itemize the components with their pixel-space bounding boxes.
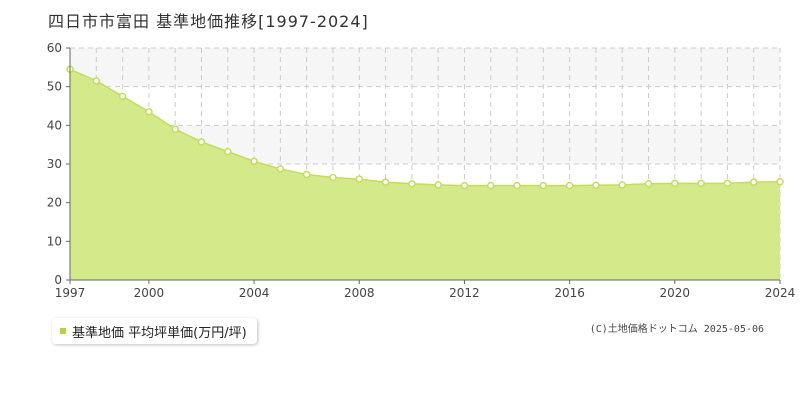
- data-point: [565, 181, 574, 190]
- series-area: [70, 69, 780, 281]
- y-tick-label: 50: [47, 80, 62, 94]
- y-tick-label: 10: [47, 234, 62, 248]
- grid-band: [70, 48, 780, 87]
- x-tick-label: 1997: [55, 286, 86, 300]
- series-line: [69, 68, 781, 187]
- data-point: [408, 179, 416, 188]
- legend-label: 基準地価 平均坪単価(万円/坪): [72, 325, 247, 341]
- x-tick-label: 2012: [449, 286, 480, 300]
- series-layer: [66, 65, 784, 281]
- axes: [66, 47, 781, 284]
- x-tick-label: 2020: [660, 286, 691, 300]
- data-point: [697, 179, 705, 188]
- data-point: [460, 181, 469, 190]
- data-point: [171, 125, 179, 133]
- x-tick-label: 2008: [344, 286, 375, 300]
- y-tick-label: 30: [47, 157, 62, 171]
- data-point: [355, 175, 364, 183]
- x-tick-label: 2024: [765, 286, 796, 300]
- copyright-text: (C)土地価格ドットコム 2025-05-06: [589, 324, 764, 335]
- data-point: [118, 92, 127, 101]
- y-tick-label: 20: [47, 196, 62, 210]
- data-point: [145, 108, 153, 116]
- y-tick-label: 40: [47, 118, 62, 132]
- data-point: [513, 181, 521, 190]
- data-point: [671, 179, 679, 188]
- data-point: [224, 147, 232, 156]
- legend: 基準地価 平均坪単価(万円/坪): [52, 318, 257, 344]
- data-point: [302, 170, 311, 179]
- data-point: [92, 77, 101, 85]
- tick-labels: 0 10 20 30 40 50 60 1997 2000 2004 2008 2012 2016 202…: [47, 41, 796, 300]
- legend-swatch: [60, 328, 66, 334]
- data-point: [197, 138, 206, 146]
- data-point: [539, 181, 548, 190]
- data-point: [276, 165, 285, 173]
- data-point: [329, 173, 337, 182]
- data-point: [723, 179, 732, 188]
- data-point: [486, 181, 495, 190]
- x-tick-label: 2004: [239, 286, 270, 300]
- data-point: [644, 179, 653, 188]
- data-point: [592, 181, 600, 190]
- data-point: [250, 157, 258, 166]
- y-tick-label: 60: [47, 41, 62, 55]
- data-point: [776, 178, 784, 186]
- data-point: [618, 181, 626, 189]
- x-tick-label: 2016: [554, 286, 585, 300]
- x-tick-label: 2000: [134, 286, 165, 300]
- chart-title: 四日市市富田 基準地価推移[1997-2024]: [48, 12, 369, 31]
- y-tick-label: 0: [54, 273, 62, 287]
- data-point: [749, 178, 758, 186]
- data-point: [381, 178, 390, 186]
- data-point: [434, 181, 442, 189]
